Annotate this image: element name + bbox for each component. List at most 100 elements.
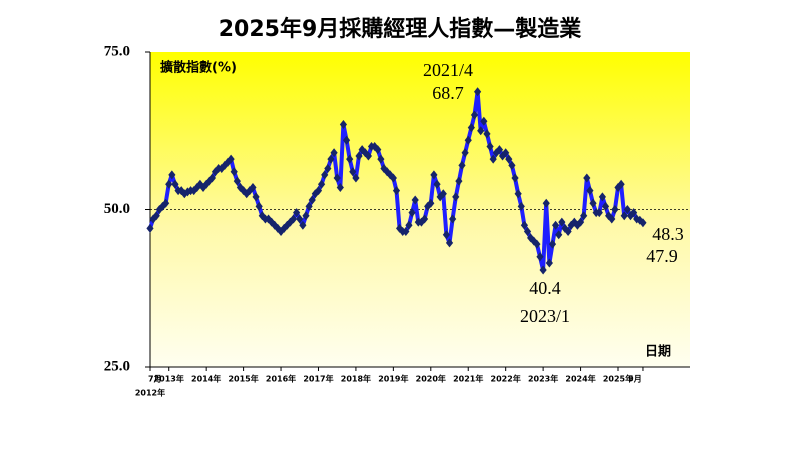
x-tick-label: 2016年	[266, 374, 296, 384]
point-marker	[483, 129, 491, 139]
point-marker	[171, 179, 179, 189]
point-marker	[299, 220, 307, 230]
point-marker	[458, 160, 466, 170]
point-marker	[436, 192, 444, 202]
x-tick-label: 2020年	[416, 374, 446, 384]
point-marker	[583, 173, 591, 183]
point-marker	[564, 227, 572, 237]
point-marker	[349, 167, 357, 177]
x-tick-label: 2017年	[303, 374, 333, 384]
point-marker	[505, 154, 513, 164]
point-marker	[611, 205, 619, 214]
y-tick-label: 75.0	[104, 43, 130, 59]
point-marker	[227, 154, 235, 164]
x-axis-label: 日期	[645, 345, 671, 360]
point-marker	[539, 265, 547, 275]
point-marker	[542, 198, 550, 208]
point-marker	[533, 239, 541, 249]
point-marker	[405, 220, 413, 230]
point-marker	[608, 214, 616, 224]
y-tick-label: 25.0	[104, 358, 130, 374]
point-marker	[271, 220, 279, 230]
y-axis-label: 擴散指數(%)	[160, 60, 237, 76]
point-marker	[420, 214, 429, 224]
point-marker	[358, 145, 366, 155]
point-marker	[442, 230, 450, 240]
point-marker	[626, 211, 635, 221]
x-tick-label: 2015年	[228, 374, 258, 384]
point-marker	[286, 217, 294, 227]
point-marker	[355, 151, 363, 161]
point-marker	[623, 205, 631, 214]
point-marker	[439, 189, 447, 199]
point-marker	[324, 164, 332, 174]
point-marker	[364, 151, 372, 161]
x-tick-label: 2019年	[378, 374, 408, 384]
point-marker	[517, 201, 525, 211]
point-marker	[389, 173, 397, 183]
annotation: 2021/4	[423, 60, 473, 80]
point-marker	[346, 154, 354, 164]
point-marker	[455, 176, 463, 186]
x-tick-label: 2025年	[603, 374, 633, 384]
point-marker	[589, 198, 597, 208]
point-marker	[620, 211, 628, 221]
point-marker	[477, 126, 485, 136]
point-marker	[168, 170, 176, 180]
point-marker	[595, 208, 603, 218]
point-marker	[289, 214, 298, 224]
annotation: 2023/1	[520, 306, 570, 326]
point-marker	[352, 173, 360, 183]
annotation: 68.7	[432, 83, 464, 103]
point-marker	[339, 119, 348, 129]
point-marker	[470, 110, 479, 120]
point-marker	[314, 186, 323, 196]
x-tick-label: 2024年	[565, 374, 595, 384]
point-marker	[277, 227, 285, 237]
point-marker	[461, 148, 469, 158]
point-marker	[311, 189, 319, 199]
x-tick-label: 9月	[628, 375, 642, 384]
point-marker	[452, 192, 460, 202]
point-marker	[445, 238, 454, 248]
point-marker	[361, 148, 369, 158]
point-marker	[255, 201, 263, 211]
point-marker	[342, 135, 351, 145]
point-marker	[617, 179, 625, 189]
point-marker	[233, 176, 241, 186]
x-tick-label: 2014年	[191, 374, 221, 384]
point-marker	[545, 258, 553, 268]
point-marker	[508, 160, 516, 170]
point-marker	[558, 217, 566, 227]
x-tick-label: 2018年	[341, 374, 371, 384]
point-marker	[230, 167, 238, 177]
point-marker	[302, 211, 310, 221]
point-marker	[467, 123, 475, 133]
x-tick-label: 2021年	[453, 374, 483, 384]
point-marker	[252, 192, 260, 202]
point-marker	[598, 192, 606, 202]
x-tick-label: 7月	[148, 375, 162, 384]
point-marker	[474, 87, 482, 97]
y-tick-label: 50.0	[104, 201, 130, 217]
point-marker	[146, 223, 154, 233]
point-marker	[633, 214, 641, 224]
point-marker	[308, 195, 316, 205]
annotation: 47.9	[646, 246, 678, 266]
point-marker	[296, 214, 304, 224]
point-marker	[449, 214, 457, 224]
point-marker	[374, 145, 382, 155]
point-marker	[555, 230, 563, 240]
point-marker	[630, 208, 638, 218]
annotation: 48.3	[652, 224, 684, 244]
point-marker	[411, 195, 419, 205]
point-marker	[402, 227, 410, 237]
point-marker	[162, 198, 170, 208]
point-marker	[377, 154, 385, 164]
point-marker	[330, 148, 338, 158]
point-marker	[576, 217, 585, 227]
point-marker	[249, 182, 257, 192]
point-marker	[514, 189, 522, 199]
point-marker	[430, 170, 438, 180]
